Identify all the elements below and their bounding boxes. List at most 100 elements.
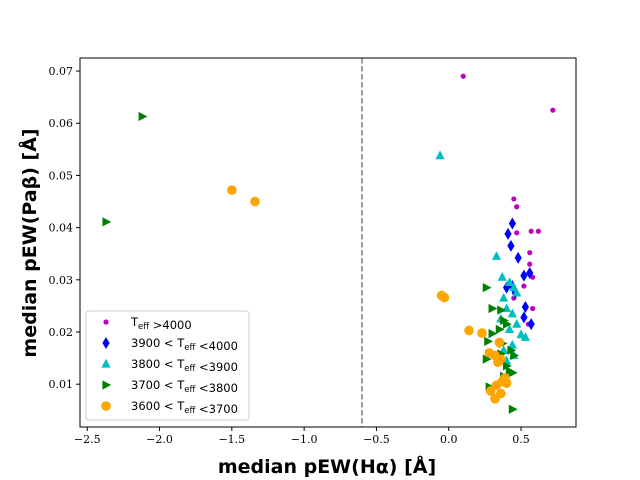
axis-ticks: −2.5 −2.0 −1.5 −1.0 −0.5 0.0 0.5 0.01 0.02 0.03 0.… [49, 65, 530, 446]
data-point [494, 337, 505, 348]
data-point [512, 318, 522, 328]
legend-marker [101, 401, 111, 411]
legend-label: 3900 < Teff <4000 [131, 336, 238, 353]
legend-label-part: <4000 [195, 339, 238, 353]
legend-label: 3700 < Teff <3800 [131, 378, 238, 395]
legend: Teff >4000 3900 < Teff <4000 3800 < Teff <… [85, 310, 250, 421]
data-point [527, 318, 535, 331]
data-point [504, 324, 515, 334]
data-point [507, 239, 515, 252]
y-tick-label: 0.05 [49, 169, 74, 182]
legend-marker [102, 380, 112, 390]
x-tick-label: −0.5 [363, 433, 390, 446]
y-axis-title: median pEW(Paβ) [Å] [17, 128, 41, 357]
data-points [102, 73, 556, 414]
x-tick-label: −1.0 [291, 433, 318, 446]
data-point [507, 339, 517, 349]
data-point [526, 267, 534, 280]
legend-label-part: >4000 [149, 318, 192, 332]
legend-marker [102, 337, 110, 349]
x-axis-title: median pEW(Hα) [Å] [218, 454, 436, 478]
legend-label-subscript: eff [184, 343, 196, 353]
data-point [521, 300, 529, 313]
data-point [435, 150, 445, 160]
legend-label-subscript: eff [184, 406, 196, 416]
data-point [500, 373, 510, 383]
data-point [520, 311, 528, 324]
y-tick-label: 0.04 [49, 222, 74, 235]
data-point [493, 357, 503, 368]
legend-box [85, 310, 250, 421]
y-tick-label: 0.06 [49, 117, 74, 130]
data-point [477, 328, 487, 338]
legend-label-part: 3800 < [131, 357, 177, 371]
legend-label-part: 3900 < [131, 336, 177, 350]
x-tick-label: 0.5 [512, 433, 530, 446]
legend-label-part: T [176, 336, 185, 350]
data-point [497, 272, 507, 281]
data-point [439, 292, 450, 303]
data-point [550, 107, 556, 113]
data-point [460, 73, 466, 79]
data-point [507, 308, 517, 318]
data-point [227, 185, 237, 195]
legend-label: 3600 < Teff <3700 [131, 399, 238, 416]
x-tick-label: −2.0 [146, 433, 173, 446]
data-point [497, 305, 507, 315]
data-point [520, 269, 528, 282]
data-point [482, 354, 492, 364]
data-point [508, 217, 516, 230]
legend-label: Teff >4000 [130, 315, 192, 332]
legend-label-part: T [176, 378, 185, 392]
data-point [499, 292, 509, 302]
data-point [535, 228, 542, 234]
data-point [504, 227, 512, 240]
data-point [512, 287, 522, 297]
legend-label-part: <3800 [195, 381, 238, 395]
data-point [510, 350, 520, 361]
x-tick-label: −2.5 [74, 433, 101, 446]
data-point [504, 277, 515, 287]
y-tick-label: 0.01 [49, 378, 74, 391]
data-point [502, 319, 512, 329]
x-tick-label: −1.5 [218, 433, 245, 446]
legend-label-subscript: eff [184, 385, 196, 395]
data-point [250, 196, 260, 207]
legend-marker [103, 319, 109, 325]
data-point [508, 404, 518, 414]
legend-label-part: 3700 < [131, 378, 177, 392]
legend-label-part: 3600 < [131, 399, 177, 413]
legend-marker [101, 358, 111, 368]
data-point [484, 336, 493, 347]
legend-label: 3800 < Teff <3900 [131, 357, 238, 374]
legend-label-subscript: eff [138, 322, 150, 332]
data-point [511, 196, 517, 202]
legend-label-part: T [176, 399, 185, 413]
y-tick-label: 0.07 [49, 65, 74, 78]
data-point [528, 228, 534, 234]
data-point [527, 250, 533, 256]
data-point [514, 204, 520, 210]
data-point [530, 305, 536, 312]
data-point [514, 251, 522, 264]
legend-label-part: T [130, 315, 139, 329]
y-tick-label: 0.03 [49, 274, 74, 287]
legend-label-part: T [176, 357, 185, 371]
data-point [491, 251, 502, 260]
legend-label-part: <3700 [195, 402, 238, 416]
data-point [102, 217, 112, 227]
data-point [514, 230, 520, 236]
legend-label-part: <3900 [195, 360, 238, 374]
data-point [490, 394, 500, 404]
legend-label-subscript: eff [184, 364, 196, 374]
data-point [138, 111, 148, 122]
y-tick-label: 0.02 [49, 326, 74, 339]
data-point [508, 368, 518, 378]
data-point [482, 283, 492, 293]
data-point [507, 345, 517, 355]
data-point [464, 325, 474, 336]
data-point [488, 303, 498, 314]
data-point [521, 283, 527, 289]
data-point [485, 386, 496, 396]
